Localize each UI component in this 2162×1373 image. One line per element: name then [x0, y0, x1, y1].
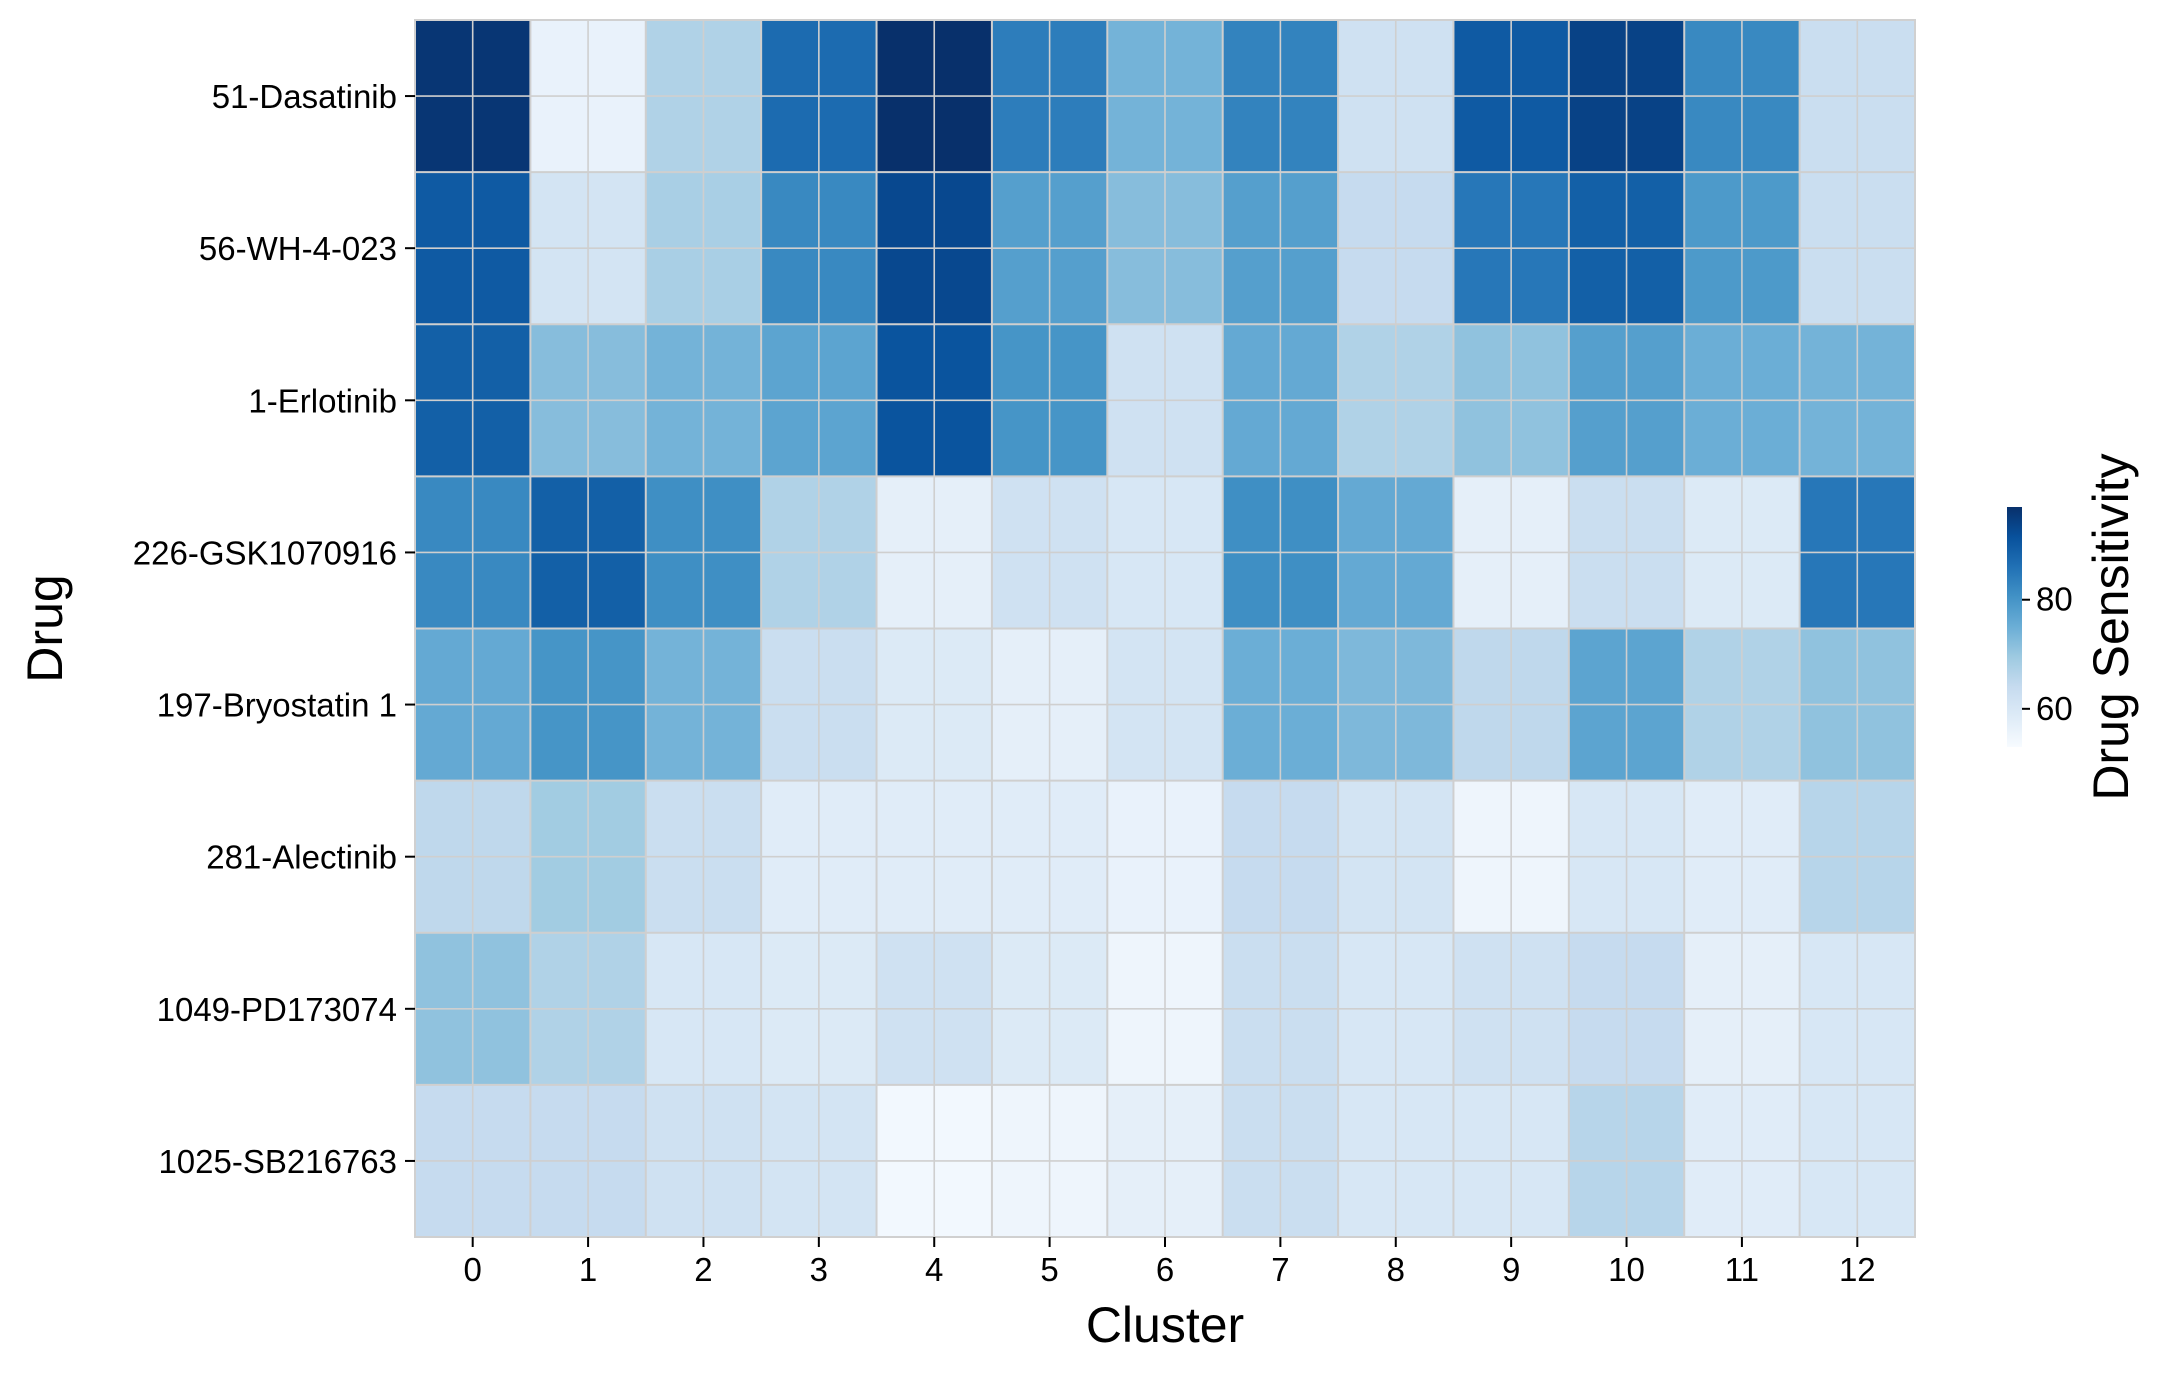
x-tick-label: 3	[810, 1251, 828, 1288]
x-tick-label: 1	[579, 1251, 597, 1288]
colorbar-tick-label: 60	[2036, 690, 2073, 727]
x-axis-title: Cluster	[1086, 1297, 1244, 1353]
y-tick-label: 56-WH-4-023	[199, 230, 397, 267]
y-tick-label: 226-GSK1070916	[133, 534, 397, 571]
x-tick-label: 4	[925, 1251, 943, 1288]
y-tick-label: 197-Bryostatin 1	[157, 687, 397, 724]
y-axis-title: Drug	[17, 574, 73, 682]
colorbar-scale	[2007, 507, 2022, 747]
y-axis-ticks: 51-Dasatinib 56-WH-4-023 1-Erlotinib 226-GS…	[133, 78, 415, 1180]
y-tick-label: 1-Erlotinib	[248, 382, 397, 419]
colorbar-tick-label: 80	[2036, 581, 2073, 618]
x-tick-label: 7	[1271, 1251, 1289, 1288]
x-axis-ticks: 0 1 2 3 4 5 6 7 8 9 10 11 12	[464, 1237, 1876, 1288]
colorbar-ticks: 60 80	[2022, 581, 2073, 727]
x-tick-label: 11	[1725, 1251, 1759, 1288]
y-tick-label: 1049-PD173074	[157, 991, 397, 1028]
x-tick-label: 8	[1387, 1251, 1405, 1288]
colorbar: 60 80 Drug Sensitivity	[2007, 453, 2139, 801]
x-tick-label: 10	[1608, 1251, 1645, 1288]
x-tick-label: 2	[694, 1251, 712, 1288]
x-tick-label: 12	[1839, 1251, 1876, 1288]
x-tick-label: 0	[464, 1251, 482, 1288]
x-tick-label: 9	[1502, 1251, 1520, 1288]
y-tick-label: 1025-SB216763	[158, 1143, 397, 1180]
x-tick-label: 5	[1040, 1251, 1058, 1288]
colorbar-title: Drug Sensitivity	[2083, 453, 2139, 800]
y-tick-label: 281-Alectinib	[206, 839, 397, 876]
x-tick-label: 6	[1156, 1251, 1174, 1288]
y-tick-label: 51-Dasatinib	[212, 78, 397, 115]
